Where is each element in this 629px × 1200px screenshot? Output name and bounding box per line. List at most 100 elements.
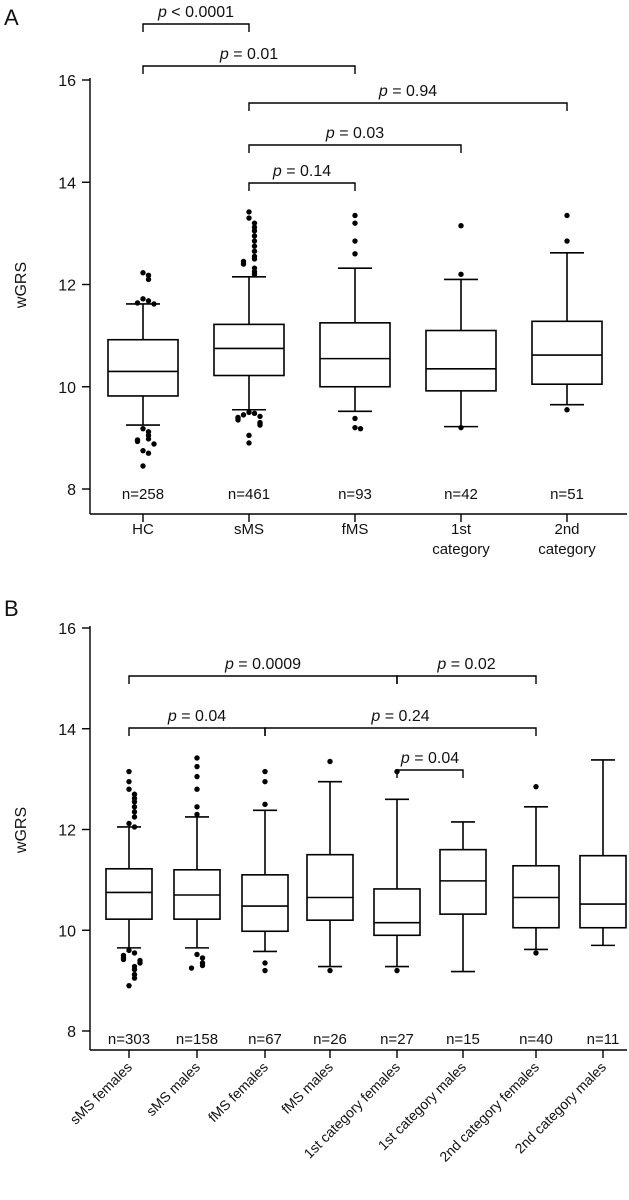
p-value: = 0.94 bbox=[388, 83, 437, 100]
p-value-label: p = 0.02 bbox=[436, 656, 495, 673]
bracket-line bbox=[142, 23, 250, 32]
outlier-point bbox=[194, 763, 200, 770]
outlier-point bbox=[126, 982, 132, 989]
panel-b-y-axis-label: wGRS bbox=[13, 807, 30, 854]
box-8 bbox=[579, 759, 627, 947]
outlier-point bbox=[140, 447, 146, 454]
box-3 bbox=[319, 212, 391, 432]
outlier-point bbox=[458, 223, 464, 229]
box-1 bbox=[105, 768, 153, 989]
comparison-bracket: p = 0.94 bbox=[248, 83, 568, 111]
outlier-point bbox=[394, 967, 400, 974]
outlier-point bbox=[251, 248, 258, 254]
comparison-bracket: p = 0.02 bbox=[396, 656, 537, 684]
p-value-label: p = 0.01 bbox=[219, 46, 278, 63]
outlier-point bbox=[246, 409, 252, 416]
outlier-point bbox=[145, 298, 152, 304]
outlier-point bbox=[194, 811, 200, 818]
outlier-point bbox=[126, 768, 132, 775]
comparison-bracket: p < 0.0001 bbox=[142, 4, 250, 32]
iqr-box bbox=[213, 323, 285, 377]
outlier-point bbox=[131, 966, 138, 973]
p-value-label: p = 0.24 bbox=[370, 708, 429, 725]
p-value: = 0.0009 bbox=[234, 656, 301, 673]
n-label: n=303 bbox=[108, 1031, 150, 1048]
panel-a-y-axis-label: wGRS bbox=[13, 262, 30, 309]
p-value: = 0.24 bbox=[380, 708, 429, 725]
x-category-label: sMS females bbox=[67, 1059, 136, 1128]
box-3 bbox=[241, 768, 289, 974]
p-value-label: p = 0.94 bbox=[378, 83, 437, 100]
x-category-label: category bbox=[538, 541, 596, 558]
panel-b: B wGRS 8 10 12 14 16 n=303 sMS females n=158 sMS… bbox=[4, 596, 627, 1165]
outlier-point bbox=[199, 962, 206, 969]
outlier-point bbox=[564, 238, 570, 244]
p-value: = 0.04 bbox=[177, 708, 226, 725]
outlier-point bbox=[188, 965, 195, 971]
iqr-box bbox=[105, 867, 153, 920]
outlier-point bbox=[246, 209, 252, 215]
outlier-point bbox=[194, 755, 200, 761]
p-value-label: p = 0.14 bbox=[272, 163, 331, 180]
outlier-point bbox=[126, 820, 132, 827]
outlier-point bbox=[262, 967, 268, 974]
outlier-point bbox=[137, 960, 143, 966]
iqr-box bbox=[107, 338, 179, 397]
bracket-line bbox=[248, 102, 568, 111]
p-value: = 0.02 bbox=[446, 656, 495, 673]
outlier-point bbox=[357, 425, 364, 432]
outlier-point bbox=[352, 415, 358, 422]
outlier-point bbox=[145, 450, 152, 456]
outlier-point bbox=[251, 243, 258, 249]
n-label: n=26 bbox=[313, 1031, 347, 1048]
box-4 bbox=[306, 758, 354, 974]
outlier-point bbox=[126, 947, 132, 954]
outlier-point bbox=[145, 272, 152, 278]
iqr-box bbox=[579, 854, 627, 929]
outlier-point bbox=[131, 950, 138, 956]
outlier-point bbox=[145, 276, 152, 283]
outlier-point bbox=[194, 773, 200, 780]
bracket-line bbox=[128, 675, 398, 684]
p-value-label: p = 0.03 bbox=[325, 125, 384, 142]
x-category-label: 2nd bbox=[554, 521, 579, 538]
outlier-point bbox=[251, 233, 258, 239]
outlier-point bbox=[458, 271, 464, 277]
outlier-point bbox=[262, 960, 268, 966]
iqr-box bbox=[319, 322, 391, 388]
iqr-box bbox=[306, 853, 354, 921]
outlier-point bbox=[140, 463, 146, 469]
y-tick-label: 12 bbox=[58, 823, 76, 840]
x-category-label: fMS bbox=[342, 521, 369, 538]
outlier-point bbox=[257, 422, 263, 428]
outlier-point bbox=[251, 271, 258, 277]
outlier-point bbox=[352, 424, 358, 431]
outlier-point bbox=[145, 436, 152, 442]
x-category-label: 1st bbox=[451, 521, 472, 538]
outlier-point bbox=[140, 270, 146, 276]
y-tick-label: 8 bbox=[67, 482, 76, 499]
outlier-point bbox=[131, 804, 138, 810]
y-tick-label: 8 bbox=[67, 1024, 76, 1041]
n-label: n=27 bbox=[380, 1031, 414, 1048]
p-value-label: p = 0.04 bbox=[167, 708, 226, 725]
p-value: = 0.14 bbox=[282, 163, 331, 180]
p-symbol: p bbox=[325, 125, 335, 142]
bracket-line bbox=[396, 769, 464, 778]
outlier-point bbox=[240, 261, 247, 267]
iqr-box bbox=[425, 329, 497, 392]
comparison-bracket: p = 0.14 bbox=[248, 163, 356, 191]
box-5 bbox=[531, 212, 603, 413]
outlier-point bbox=[262, 768, 268, 775]
y-tick-label: 16 bbox=[58, 73, 76, 90]
bracket-line bbox=[142, 65, 356, 74]
n-label: n=15 bbox=[446, 1031, 480, 1048]
bracket-line bbox=[396, 675, 537, 684]
bracket-line bbox=[248, 144, 462, 153]
comparison-bracket: p = 0.24 bbox=[264, 708, 537, 736]
outlier-point bbox=[251, 238, 258, 244]
x-category-label: category bbox=[432, 541, 490, 558]
comparison-bracket: p = 0.0009 bbox=[128, 656, 398, 684]
y-tick-label: 10 bbox=[58, 923, 76, 940]
